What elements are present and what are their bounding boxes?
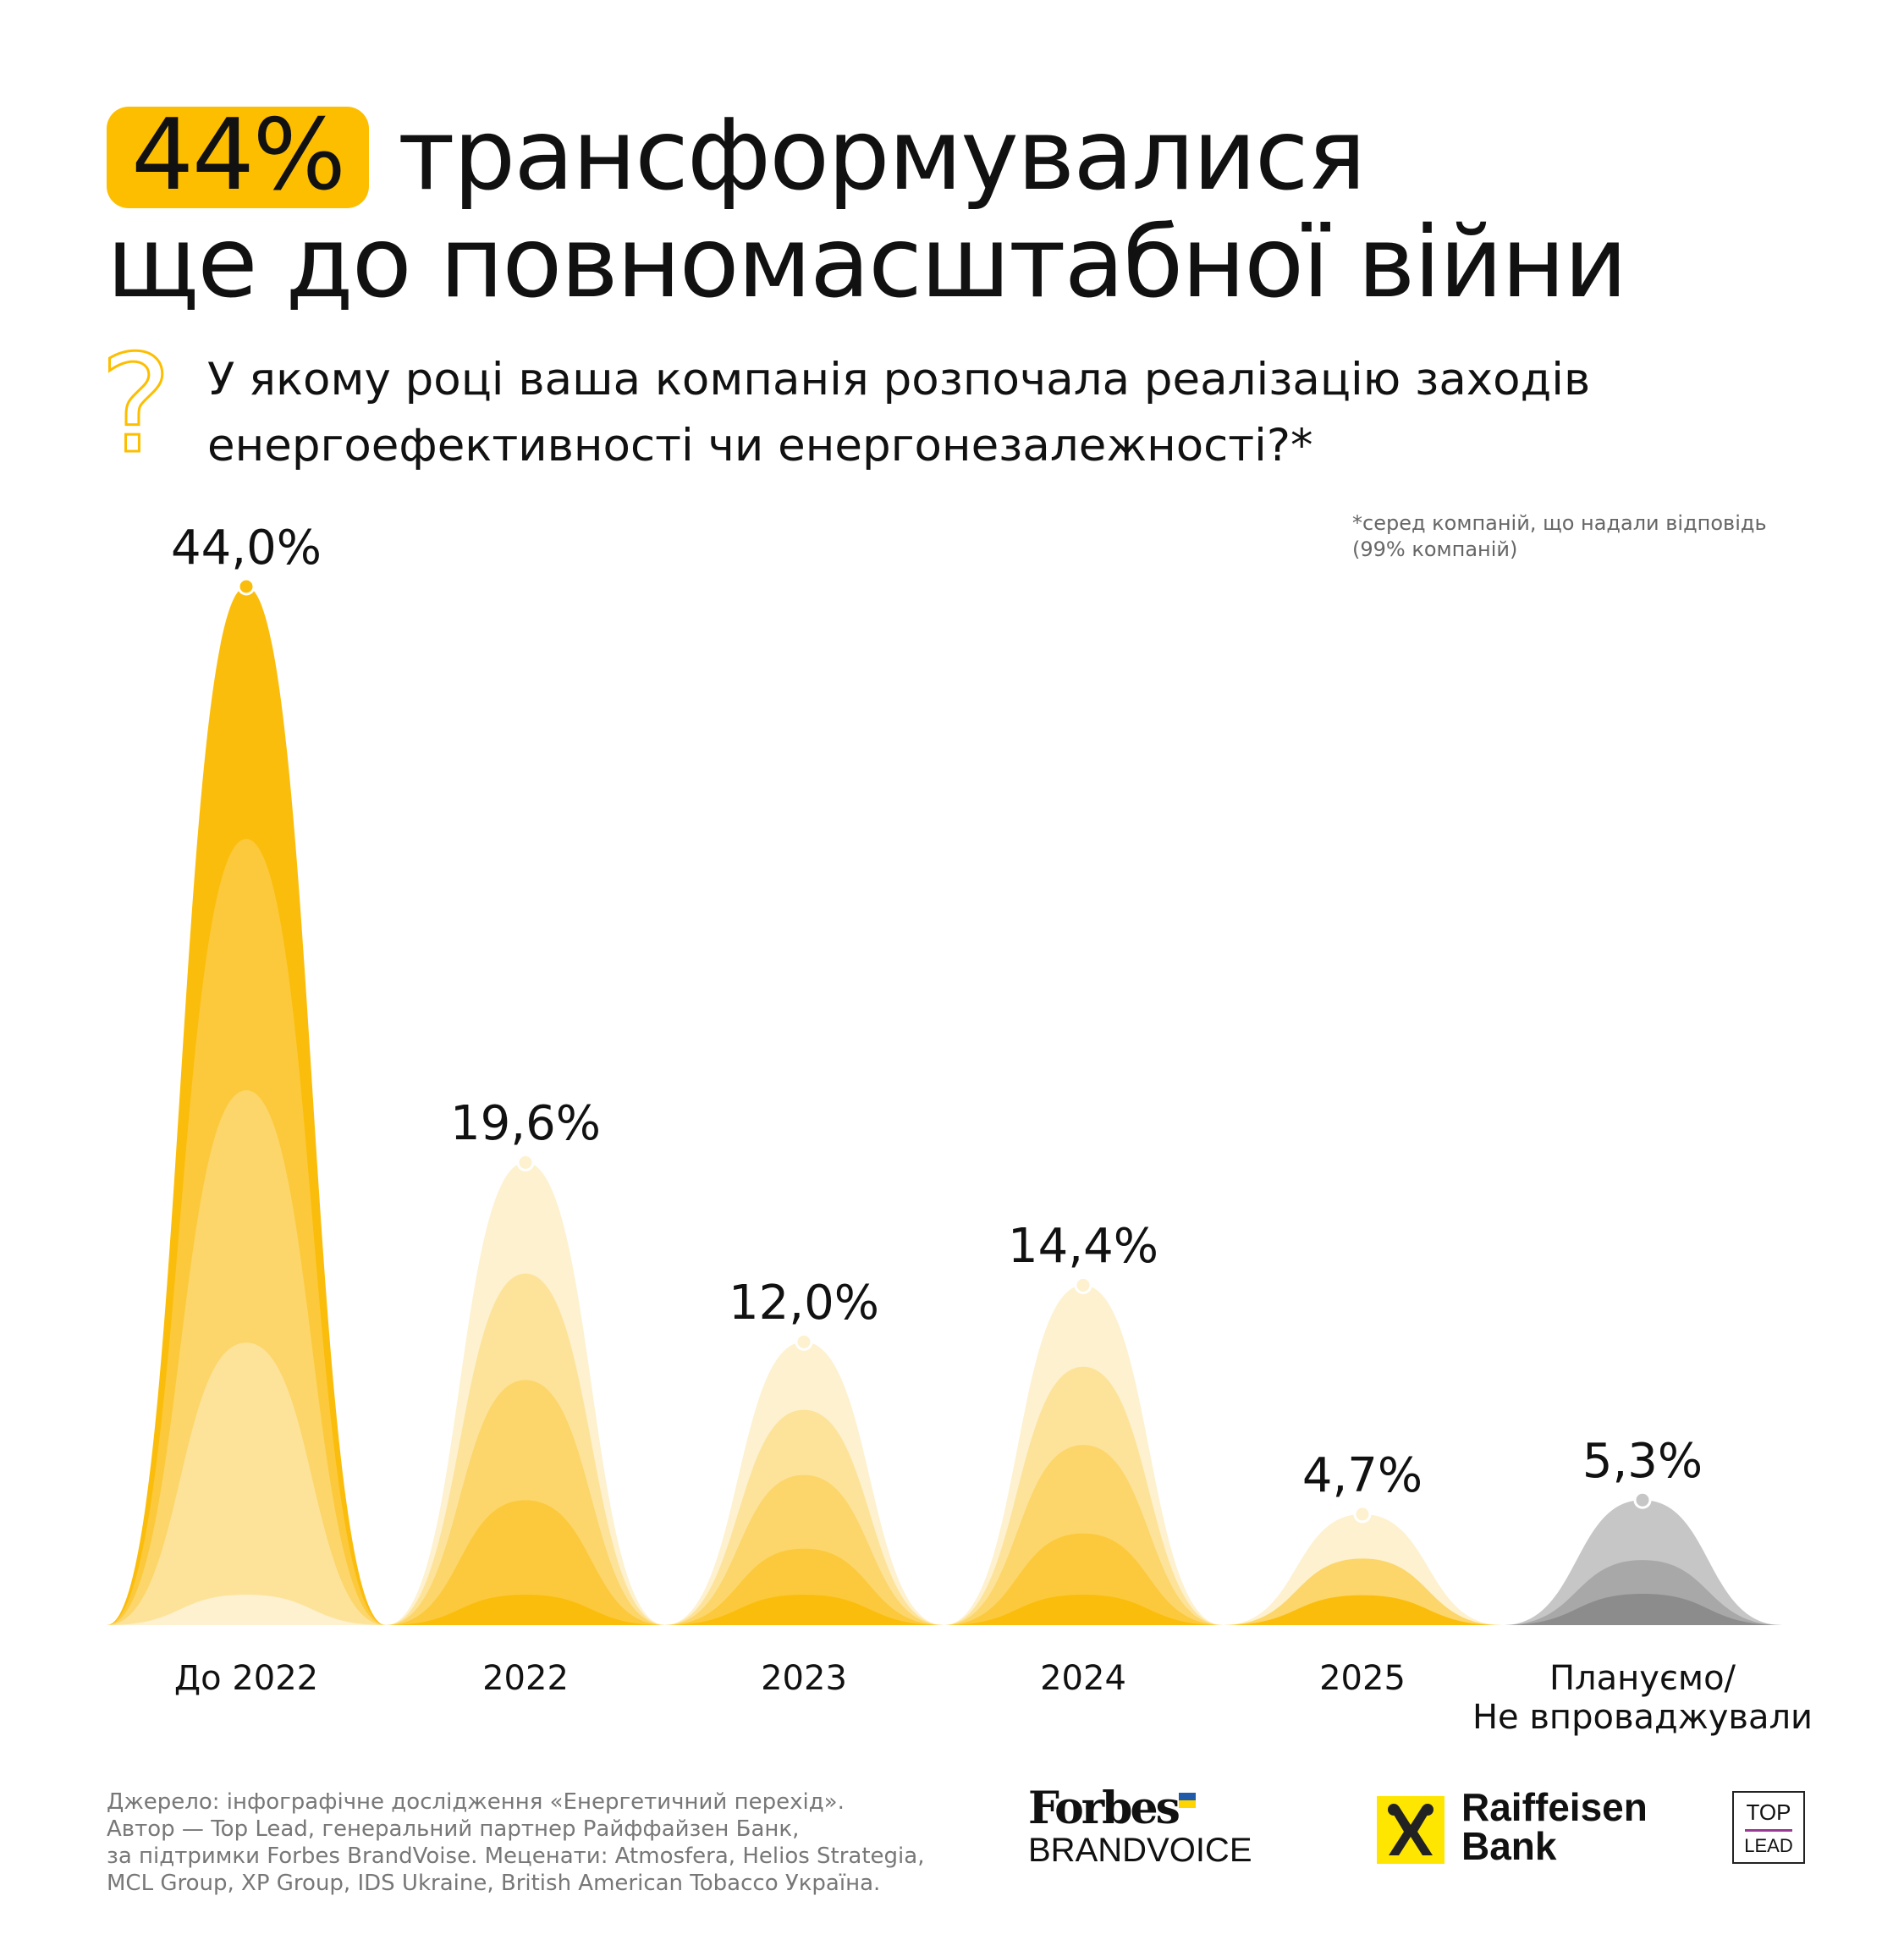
bell-3: [944, 1276, 1223, 1625]
value-label: 14,4%: [1008, 1219, 1158, 1275]
peak-dot: [1353, 1505, 1372, 1524]
raiffeisen-line: Raiffeisen: [1461, 1785, 1648, 1829]
footnote-line: *серед компаній, що надали відповідь: [1352, 511, 1767, 535]
bell-layer: [944, 1533, 1223, 1625]
x-tick-line: 2024: [1040, 1659, 1126, 1698]
bell-2: [664, 1332, 944, 1625]
x-tick-line: 2025: [1319, 1659, 1406, 1698]
top-lead-logo: TOP LEAD: [1732, 1791, 1805, 1864]
bell-layer: [664, 1548, 944, 1625]
peak-dot: [516, 1153, 535, 1171]
peak-dot: [795, 1332, 813, 1351]
x-tick-line: Не впроваджували: [1472, 1698, 1813, 1737]
x-tick-line: 2023: [761, 1659, 847, 1698]
source-line: MCL Group, XP Group, IDS Ukraine, Britis…: [107, 1871, 881, 1896]
x-tick-label: 2022: [348, 1659, 703, 1698]
value-label: 44,0%: [171, 521, 322, 576]
bell-layer: [107, 1342, 386, 1625]
brandvoice-logo: BRANDVOICE: [1028, 1832, 1252, 1869]
bell-layer: [107, 1595, 386, 1625]
bell-0: [107, 577, 386, 1625]
bell-5: [1503, 1491, 1782, 1625]
chart-area: [107, 577, 1782, 1625]
ukraine-flag-icon: [1179, 1793, 1196, 1808]
footnote-line: (99% компаній): [1352, 537, 1518, 561]
x-tick-label: 2024: [905, 1659, 1261, 1698]
title-line-1: трансформувалися: [398, 98, 1366, 212]
source-line: за підтримки Forbes BrandVoise. Меценати…: [107, 1844, 925, 1869]
x-tick-line: До 2022: [173, 1659, 319, 1698]
forbes-logo: Forbes: [1028, 1783, 1180, 1834]
peak-dot: [237, 577, 256, 596]
x-tick-label: 2025: [1185, 1659, 1540, 1698]
value-label: 5,3%: [1582, 1434, 1703, 1490]
bell-layer: [1503, 1560, 1782, 1625]
source-text: Джерело: інфографічне дослідження «Енерг…: [107, 1788, 995, 1897]
source-line: Джерело: інфографічне дослідження «Енерг…: [107, 1789, 845, 1815]
x-tick-label: 2023: [626, 1659, 982, 1698]
x-tick-label: Плануємо/Не впроваджували: [1465, 1659, 1820, 1737]
x-tick-line: 2022: [482, 1659, 569, 1698]
x-tick-label: До 2022: [69, 1659, 424, 1698]
top-lead-line: LEAD: [1744, 1835, 1793, 1856]
bell-4: [1223, 1505, 1502, 1625]
bell-layer: [386, 1500, 665, 1625]
value-label: 19,6%: [450, 1096, 601, 1152]
bell-layer: [944, 1595, 1223, 1625]
value-label: 4,7%: [1301, 1447, 1423, 1503]
top-lead-line: TOP: [1746, 1799, 1791, 1825]
footnote: *серед компаній, що надали відповідь (99…: [1352, 510, 1826, 563]
source-line: Автор — Top Lead, генеральний партнер Ра…: [107, 1816, 800, 1842]
highlight-badge: [107, 107, 369, 208]
highlight-percent: 44%: [131, 98, 346, 212]
bell-layer: [1223, 1558, 1502, 1625]
bell-layer: [1503, 1594, 1782, 1625]
question-mark-icon: ?: [99, 325, 173, 483]
bell-layer: [386, 1595, 665, 1625]
bank-line: Bank: [1461, 1824, 1557, 1868]
peak-dot: [1074, 1276, 1092, 1294]
bell-layer: [664, 1595, 944, 1625]
title-line-2: ще до повномасштабної війни: [107, 206, 1627, 320]
value-label: 12,0%: [729, 1276, 879, 1331]
x-tick-line: Плануємо/: [1549, 1659, 1736, 1698]
bell-1: [386, 1153, 665, 1625]
peak-dot: [1633, 1491, 1652, 1509]
survey-question: У якому році ваша компанія розпочала реа…: [207, 354, 1591, 471]
raiffeisen-gable-icon: [1377, 1796, 1445, 1864]
top-lead-divider: [1745, 1829, 1792, 1832]
bell-layer: [1223, 1595, 1502, 1625]
raiffeisen-logo: Raiffeisen Bank: [1461, 1788, 1648, 1866]
